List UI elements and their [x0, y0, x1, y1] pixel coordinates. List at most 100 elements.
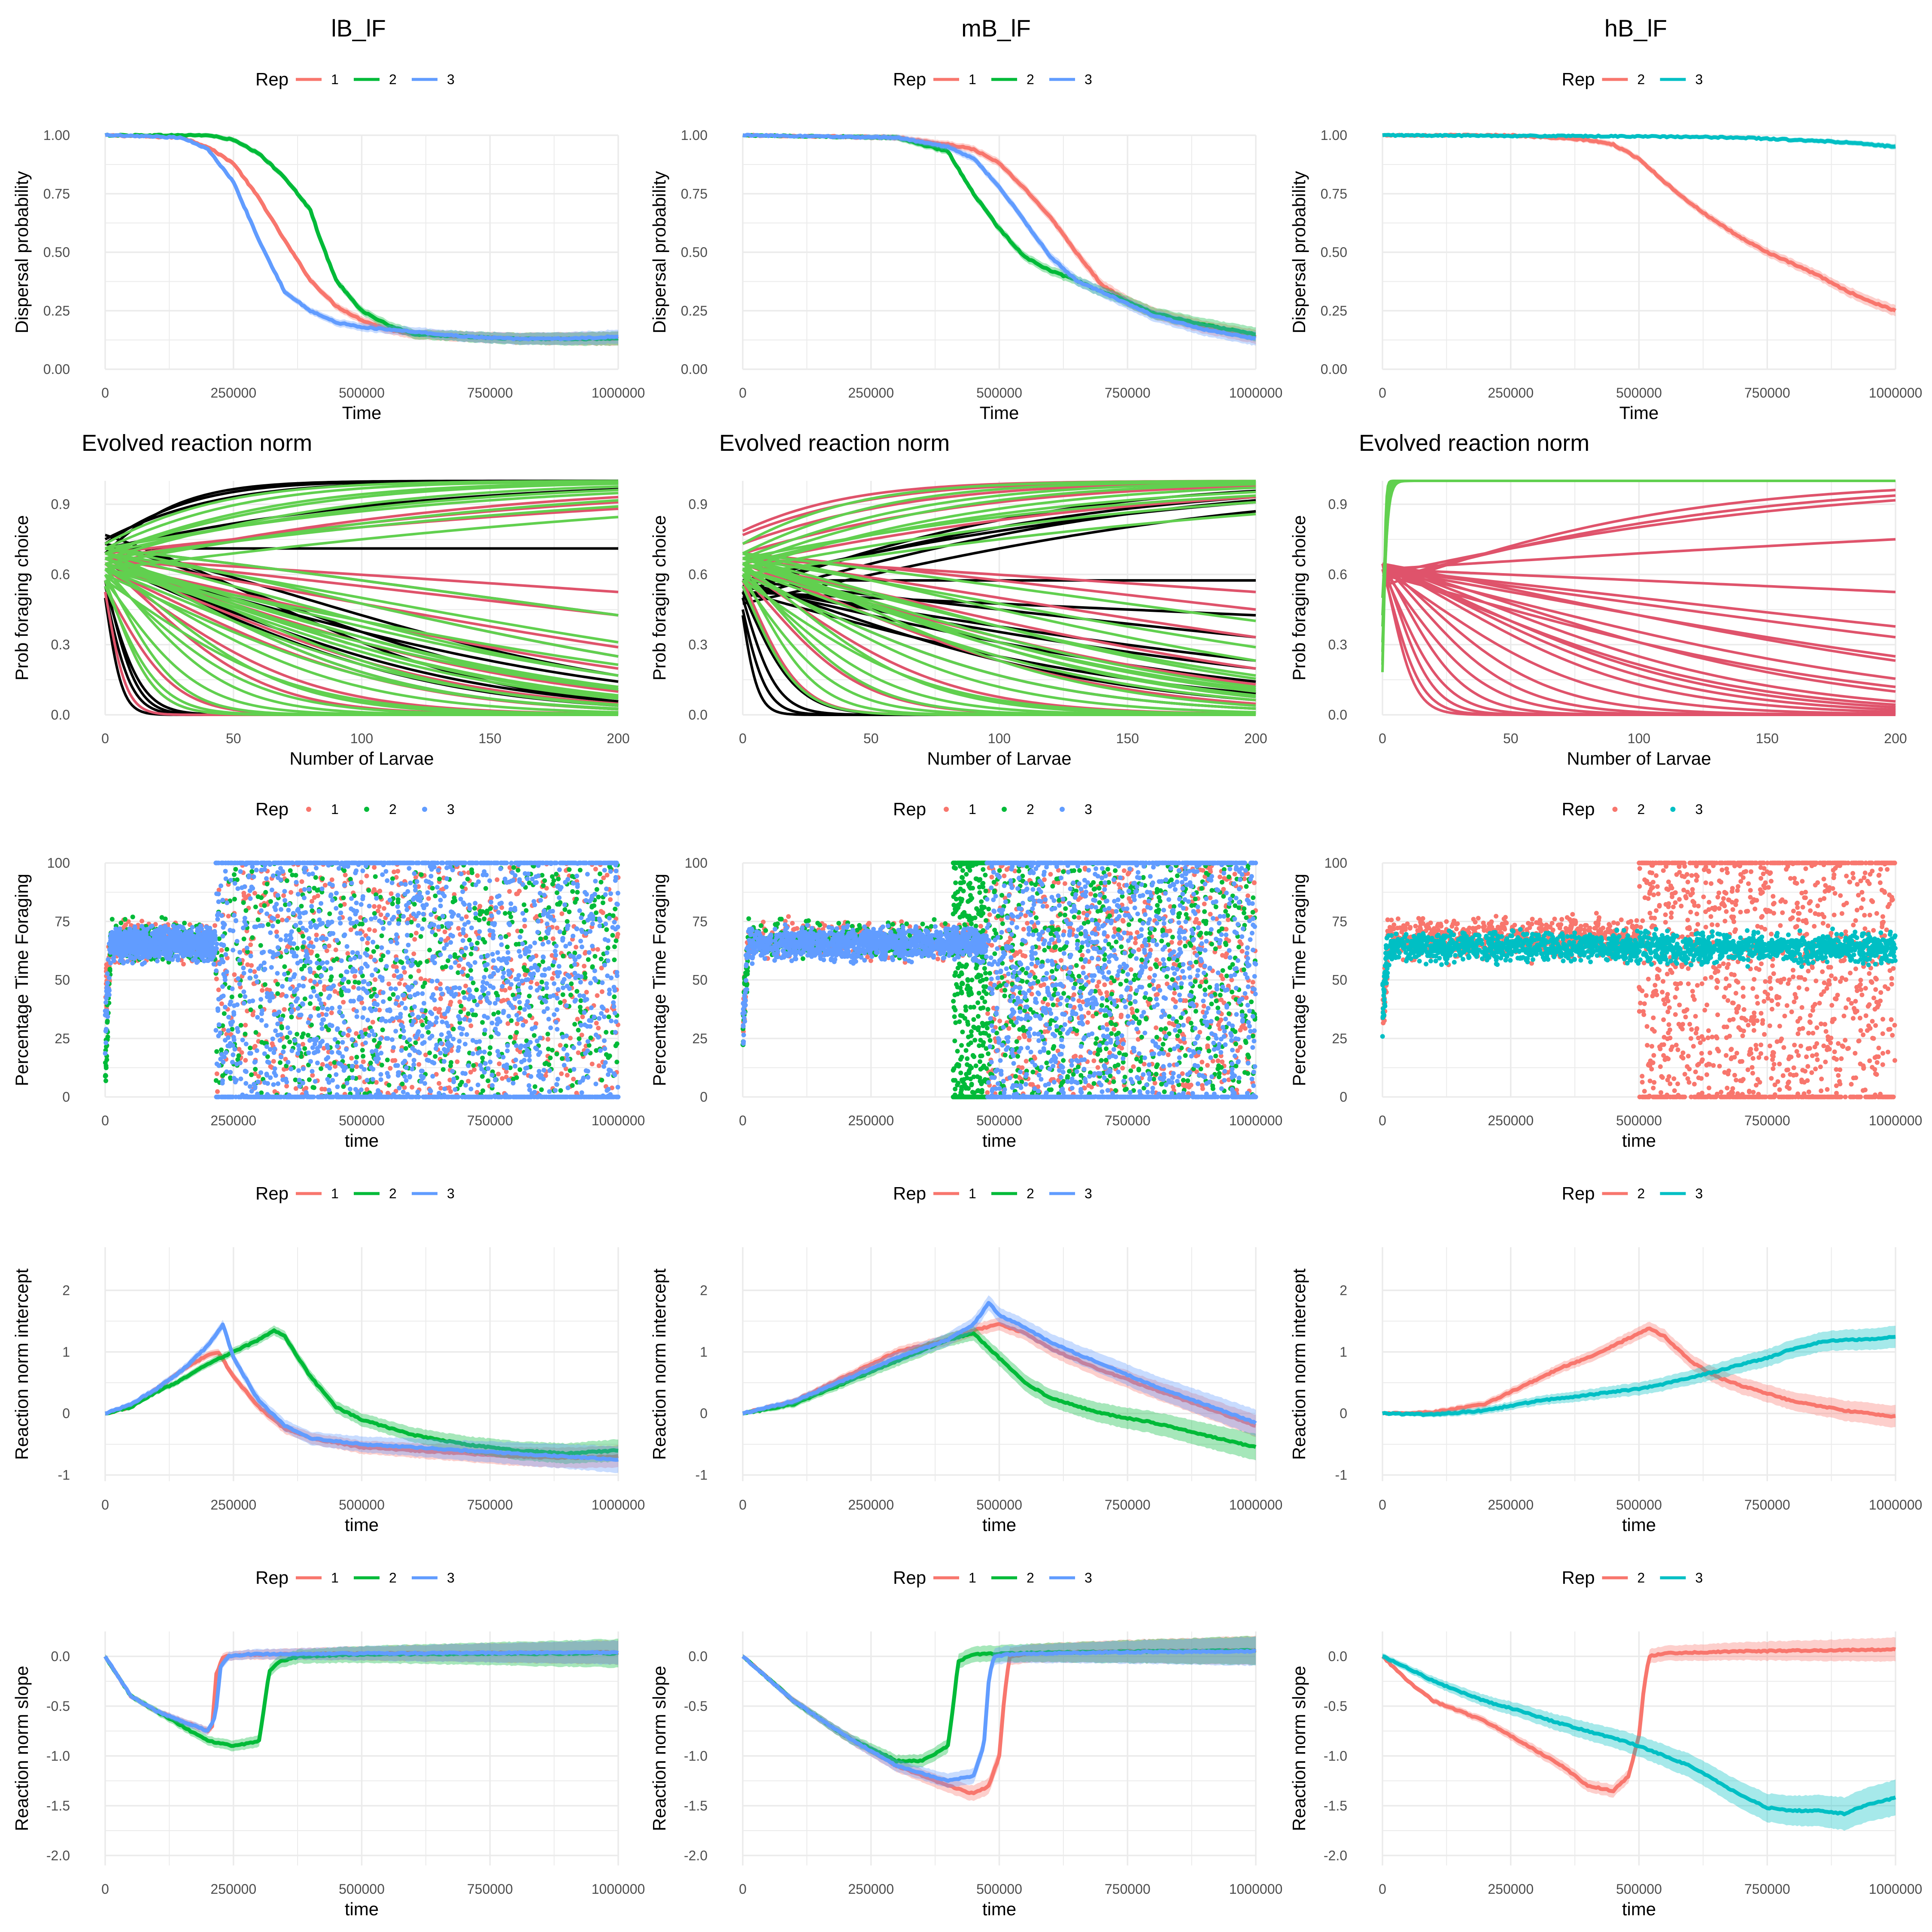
data-point — [352, 974, 357, 979]
data-point — [310, 908, 315, 913]
data-point — [404, 1078, 409, 1083]
data-point — [535, 981, 540, 987]
data-point — [486, 991, 491, 996]
data-point — [308, 1059, 313, 1064]
data-point — [301, 1042, 305, 1047]
data-point — [578, 998, 583, 1003]
data-point — [375, 945, 380, 950]
data-point — [489, 899, 494, 905]
data-point — [288, 986, 293, 991]
y-tick-label: 0.50 — [43, 245, 70, 260]
data-point — [584, 990, 589, 995]
data-point — [260, 1008, 265, 1013]
x-tick-label: 0 — [1379, 731, 1386, 746]
data-point — [438, 903, 443, 908]
data-point — [398, 881, 404, 886]
data-point — [372, 904, 377, 909]
data-point — [141, 947, 146, 952]
data-point — [503, 911, 508, 916]
data-point — [453, 1087, 458, 1092]
data-point — [198, 941, 203, 946]
data-point — [341, 999, 346, 1005]
data-point — [310, 1073, 315, 1078]
data-point — [344, 1081, 349, 1086]
legend-title: Rep — [255, 799, 289, 819]
data-point — [374, 892, 379, 897]
data-point — [598, 880, 604, 885]
data-point — [372, 957, 377, 963]
data-point — [517, 1067, 522, 1072]
y-tick-label: 1.00 — [681, 128, 708, 143]
data-point — [472, 906, 477, 911]
data-point — [438, 987, 443, 992]
data-point — [342, 1020, 347, 1025]
legend-label: 2 — [389, 72, 397, 87]
data-point — [365, 941, 370, 945]
data-point — [411, 1058, 416, 1063]
data-point — [356, 986, 361, 991]
data-point — [429, 978, 434, 984]
data-point — [451, 985, 456, 990]
data-point — [354, 1064, 359, 1069]
data-point — [536, 919, 541, 924]
data-point — [469, 1008, 474, 1013]
data-point — [480, 1055, 485, 1060]
data-point — [451, 1027, 456, 1032]
data-point — [452, 892, 457, 897]
legend-label: 2 — [1637, 72, 1645, 87]
reaction-norm-curve — [105, 552, 619, 644]
data-point — [245, 1009, 250, 1014]
data-point — [449, 1048, 454, 1053]
data-point — [349, 1067, 355, 1072]
reaction-norm-curve — [105, 547, 619, 658]
data-point — [355, 951, 360, 956]
data-point — [260, 988, 265, 993]
data-point — [479, 954, 484, 960]
data-point — [594, 910, 598, 915]
data-point — [610, 1085, 614, 1091]
data-point — [555, 1027, 560, 1032]
data-point — [407, 1037, 412, 1042]
data-point — [348, 927, 353, 933]
column-title-1: lB_lF — [331, 15, 386, 42]
data-point — [377, 904, 382, 909]
data-point — [514, 1030, 519, 1035]
data-point — [341, 1031, 346, 1036]
data-point — [190, 925, 195, 930]
reaction-norm-curve — [742, 562, 1256, 705]
data-point — [469, 867, 474, 872]
data-point — [404, 1065, 409, 1070]
data-point — [409, 920, 414, 925]
data-point — [219, 948, 224, 953]
data-point — [312, 895, 317, 900]
data-point — [162, 933, 167, 938]
data-point — [262, 867, 267, 872]
data-point — [223, 1005, 228, 1010]
data-point — [497, 1061, 502, 1066]
data-point — [554, 1007, 559, 1012]
data-point — [301, 1002, 305, 1007]
data-point — [559, 1071, 564, 1076]
data-point — [597, 923, 602, 928]
data-point — [397, 981, 402, 986]
y-tick-label: 0.25 — [43, 303, 70, 319]
data-point — [533, 1021, 538, 1026]
data-point — [285, 1025, 290, 1030]
data-point — [299, 904, 304, 909]
data-point — [484, 954, 489, 959]
data-point — [342, 902, 347, 907]
data-point — [311, 1085, 316, 1090]
data-point — [568, 1036, 573, 1041]
data-point — [141, 927, 146, 932]
reaction-norm-curve — [742, 480, 1256, 545]
data-point — [143, 932, 149, 937]
data-point — [594, 1021, 599, 1026]
data-point — [279, 1025, 284, 1030]
data-point — [442, 1059, 447, 1064]
data-point — [544, 993, 549, 999]
x-tick-label: 750000 — [1744, 385, 1790, 401]
data-point — [582, 963, 587, 969]
data-point — [477, 929, 482, 934]
data-point — [495, 1021, 500, 1027]
data-point — [574, 873, 579, 878]
